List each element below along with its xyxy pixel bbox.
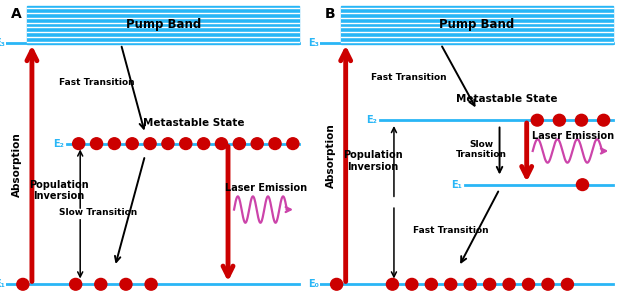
Circle shape <box>522 278 534 290</box>
Circle shape <box>445 278 457 290</box>
Circle shape <box>233 138 246 150</box>
Text: Laser Emission: Laser Emission <box>533 131 615 141</box>
Circle shape <box>126 138 138 150</box>
Text: E₁: E₁ <box>0 279 5 289</box>
Circle shape <box>269 138 281 150</box>
Text: E₂: E₂ <box>367 115 377 125</box>
Circle shape <box>145 278 157 290</box>
Text: Slow Transition: Slow Transition <box>59 208 138 217</box>
Text: Absorption: Absorption <box>12 132 22 196</box>
Text: E₁: E₁ <box>451 180 462 190</box>
Circle shape <box>70 278 82 290</box>
Circle shape <box>531 114 543 126</box>
Text: Pump Band: Pump Band <box>439 19 514 31</box>
Circle shape <box>330 278 343 290</box>
Text: E₀: E₀ <box>308 279 318 289</box>
Text: Population
Inversion: Population Inversion <box>30 180 89 201</box>
Circle shape <box>386 278 399 290</box>
Text: Pump Band: Pump Band <box>126 19 201 31</box>
Circle shape <box>162 138 174 150</box>
Circle shape <box>575 114 588 126</box>
Circle shape <box>542 278 554 290</box>
Circle shape <box>425 278 437 290</box>
Text: Fast Transition: Fast Transition <box>59 78 134 87</box>
Circle shape <box>251 138 263 150</box>
Text: E₃: E₃ <box>0 38 5 48</box>
Circle shape <box>180 138 192 150</box>
Circle shape <box>484 278 495 290</box>
Text: E₃: E₃ <box>308 38 318 48</box>
Circle shape <box>90 138 102 150</box>
Circle shape <box>598 114 610 126</box>
Circle shape <box>198 138 210 150</box>
Bar <box>28 6 299 44</box>
Circle shape <box>464 278 476 290</box>
Circle shape <box>406 278 418 290</box>
Circle shape <box>109 138 121 150</box>
Circle shape <box>120 278 132 290</box>
Circle shape <box>287 138 299 150</box>
Text: Absorption: Absorption <box>325 123 335 188</box>
Circle shape <box>73 138 85 150</box>
Circle shape <box>561 278 573 290</box>
Circle shape <box>553 114 565 126</box>
Text: E₂: E₂ <box>53 139 63 149</box>
Circle shape <box>577 179 588 190</box>
Bar <box>341 6 613 44</box>
Circle shape <box>95 278 107 290</box>
Text: Population
Inversion: Population Inversion <box>343 150 403 172</box>
Text: Metastable State: Metastable State <box>457 94 558 104</box>
Circle shape <box>17 278 29 290</box>
Text: Fast Transition: Fast Transition <box>413 225 489 235</box>
Text: Laser Emission: Laser Emission <box>225 183 307 193</box>
Circle shape <box>503 278 515 290</box>
Text: B: B <box>325 7 335 22</box>
Circle shape <box>215 138 227 150</box>
Text: Slow
Transition: Slow Transition <box>456 140 507 159</box>
Text: Fast Transition: Fast Transition <box>371 73 447 82</box>
Text: A: A <box>11 7 21 22</box>
Circle shape <box>144 138 156 150</box>
Text: Metastable State: Metastable State <box>143 118 244 128</box>
